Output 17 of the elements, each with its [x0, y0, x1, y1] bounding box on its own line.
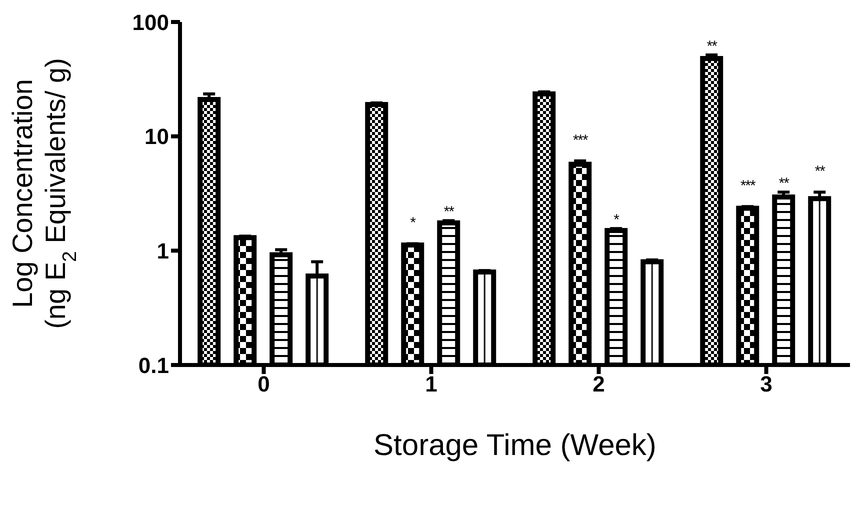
data-label: **: [444, 204, 455, 221]
data-label: *: [410, 214, 416, 232]
x-tick-label: 3: [760, 372, 772, 397]
x-tick-label: 2: [592, 372, 605, 397]
data-label: *: [614, 212, 620, 229]
y-tick-label: 10: [144, 124, 169, 150]
x-axis-title: Storage Time (Week): [374, 429, 656, 462]
data-label: ***: [740, 178, 756, 195]
y-tick-label: 1: [156, 238, 169, 264]
y-tick-label: 100: [132, 10, 169, 35]
data-label: **: [778, 175, 790, 192]
data-label: **: [814, 163, 826, 180]
data-label: ***: [572, 132, 589, 149]
data-label: **: [706, 38, 718, 55]
y-tick-label: 0.1: [138, 352, 169, 378]
x-tick-label: 1: [425, 372, 438, 397]
x-tick-label: 0: [258, 372, 270, 397]
